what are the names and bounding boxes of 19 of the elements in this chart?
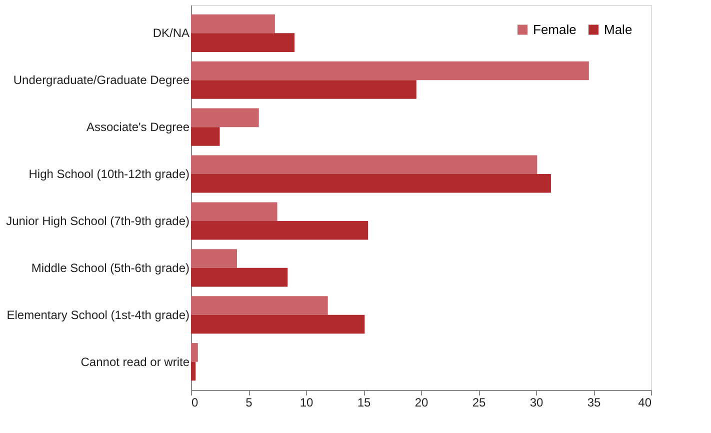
x-tick-label: 30: [530, 396, 544, 410]
x-tick-label: 35: [587, 396, 601, 410]
x-tick-label: 40: [638, 396, 652, 410]
x-tick-label: 0: [192, 396, 198, 410]
legend-label: Male: [604, 22, 632, 37]
y-tick-label: Undergraduate/Graduate Degree: [13, 73, 190, 88]
legend-label: Female: [533, 22, 576, 37]
y-tick-label: Cannot read or write: [80, 354, 190, 369]
y-tick-label: Junior High School (7th-9th grade): [6, 214, 190, 228]
y-tick-label: Middle School (5th-6th grade): [31, 260, 190, 275]
x-tick-label: 15: [357, 396, 371, 410]
y-tick-label: Associate's Degree: [86, 120, 190, 134]
x-tick-label: 5: [246, 396, 253, 410]
x-tick-label: 25: [472, 396, 486, 410]
x-tick-label: 10: [300, 396, 314, 410]
y-tick-label: High School (10th-12th grade): [28, 167, 190, 182]
y-tick-label: Elementary School (1st-4th grade): [6, 308, 190, 322]
y-tick-label: DK/NA: [152, 26, 190, 40]
x-tick-label: 20: [414, 396, 428, 410]
